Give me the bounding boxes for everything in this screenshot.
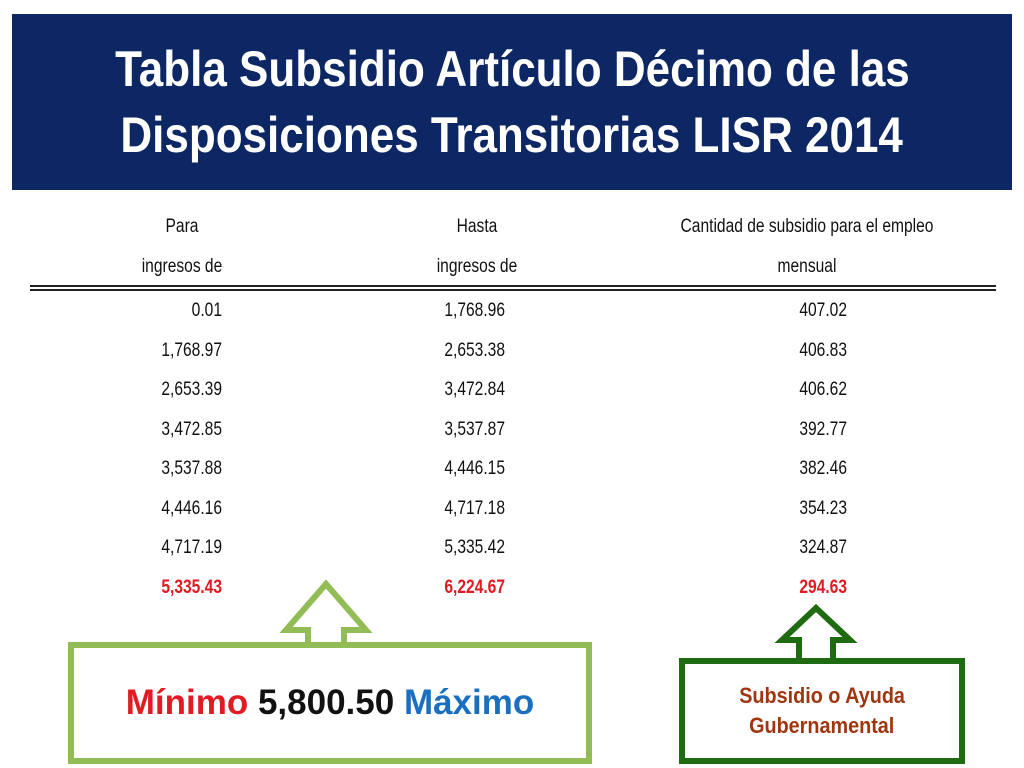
row2-to: 2,653.38 bbox=[444, 340, 505, 361]
minimo-label: Mínimo bbox=[125, 683, 249, 722]
row8-subsidy: 294.63 bbox=[799, 577, 847, 598]
row8-to: 6,224.67 bbox=[444, 577, 505, 598]
row5-subsidy: 382.46 bbox=[799, 458, 847, 479]
header-col3-line2: mensual bbox=[777, 256, 837, 277]
header-col2-line2: ingresos de bbox=[436, 256, 518, 277]
title-banner: Tabla Subsidio Artículo Décimo de las Di… bbox=[12, 14, 1012, 190]
maximo-label: Máximo bbox=[403, 683, 535, 722]
subsidy-callout-line2: Gubernamental bbox=[749, 713, 895, 738]
header-divider-bottom bbox=[30, 289, 996, 291]
row5-from: 3,537.88 bbox=[161, 458, 222, 479]
header-col3-line1: Cantidad de subsidio para el empleo bbox=[680, 216, 934, 237]
row2-from: 1,768.97 bbox=[161, 340, 222, 361]
row4-from: 3,472.85 bbox=[161, 419, 222, 440]
row3-subsidy: 406.62 bbox=[799, 379, 847, 400]
header-col1-line1: Para bbox=[165, 216, 199, 237]
title-line-2: Disposiciones Transitorias LISR 2014 bbox=[120, 107, 904, 163]
row4-subsidy: 392.77 bbox=[799, 419, 847, 440]
row8-from: 5,335.43 bbox=[161, 577, 222, 598]
row1-subsidy: 407.02 bbox=[799, 300, 847, 321]
row7-subsidy: 324.87 bbox=[799, 537, 847, 558]
up-arrow-icon-right bbox=[774, 603, 858, 667]
header-col2-line1: Hasta bbox=[456, 216, 498, 237]
subsidy-callout: Subsidio o Ayuda Gubernamental bbox=[679, 658, 965, 764]
row7-from: 4,717.19 bbox=[161, 537, 222, 558]
row5-to: 4,446.15 bbox=[444, 458, 505, 479]
row6-from: 4,446.16 bbox=[161, 498, 222, 519]
title-line-1: Tabla Subsidio Artículo Décimo de las bbox=[114, 41, 910, 97]
header-divider-top bbox=[30, 285, 996, 287]
row4-to: 3,537.87 bbox=[444, 419, 505, 440]
threshold-value: 5,800.50 bbox=[257, 683, 395, 722]
row1-from: 0.01 bbox=[191, 300, 222, 321]
row3-from: 2,653.39 bbox=[161, 379, 222, 400]
row3-to: 3,472.84 bbox=[444, 379, 505, 400]
header-col1-line2: ingresos de bbox=[141, 256, 223, 277]
row1-to: 1,768.96 bbox=[444, 300, 505, 321]
row6-subsidy: 354.23 bbox=[799, 498, 847, 519]
subsidy-callout-line1: Subsidio o Ayuda bbox=[739, 683, 905, 708]
row7-to: 5,335.42 bbox=[444, 537, 505, 558]
min-max-callout: Mínimo 5,800.50 Máximo bbox=[68, 642, 592, 764]
row2-subsidy: 406.83 bbox=[799, 340, 847, 361]
row6-to: 4,717.18 bbox=[444, 498, 505, 519]
